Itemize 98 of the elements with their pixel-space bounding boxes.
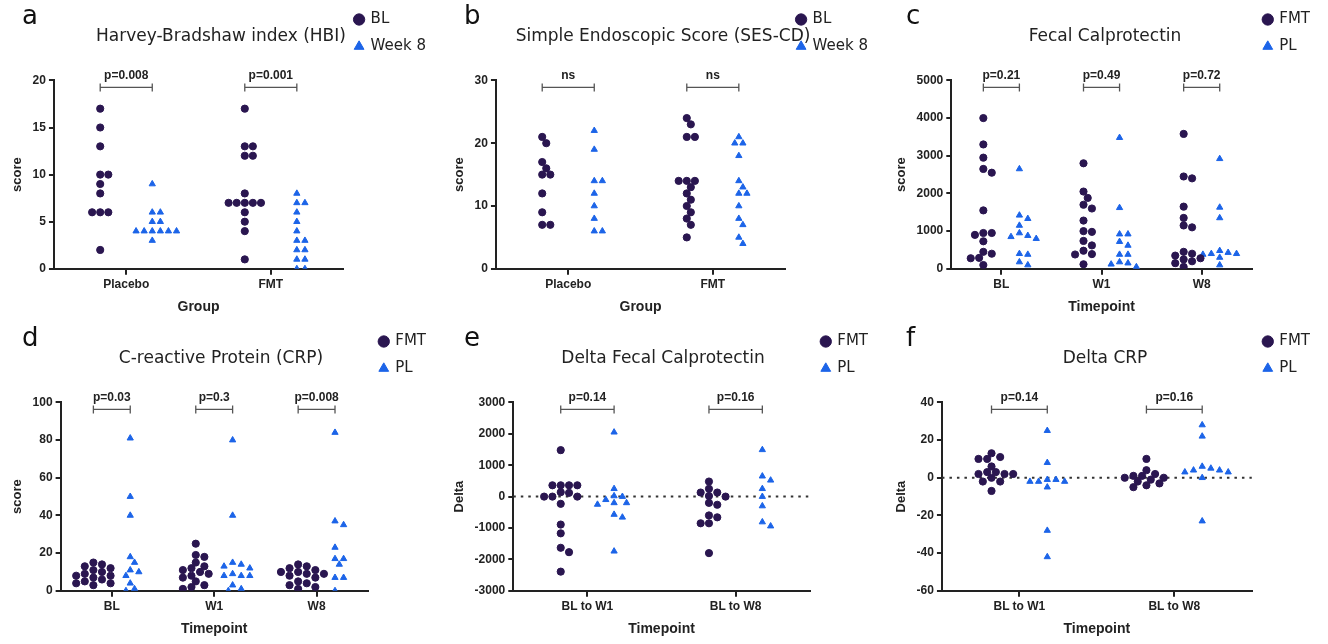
legend-label: FMT: [395, 331, 427, 350]
legend-label: BL: [370, 9, 390, 28]
x-tick-label: Placebo: [545, 277, 592, 292]
y-tick-label: 60: [39, 470, 53, 485]
y-tick-label: 40: [920, 394, 935, 409]
y-tick-label: 0: [936, 261, 944, 276]
y-axis-title: score: [451, 157, 467, 192]
legend-label: FMT: [837, 331, 869, 350]
annotation: p=0.001: [248, 67, 294, 82]
y-tick-label: 10: [474, 198, 489, 213]
x-tick-label: W8: [307, 599, 326, 614]
y-tick-label: -20: [916, 507, 935, 522]
annotation: p=0.72: [1182, 67, 1221, 82]
x-tick-label: FMT: [258, 277, 284, 292]
x-axis-title: Timepoint: [180, 620, 248, 637]
y-axis-title: score: [893, 157, 909, 192]
legend-label: FMT: [1279, 9, 1311, 28]
chart-title: Fecal Calprotectin: [1028, 24, 1182, 45]
y-axis-title: Delta: [451, 479, 467, 513]
legend-label: PL: [837, 358, 856, 377]
y-tick-label: 0: [498, 488, 506, 503]
x-tick-label: BL to W1: [993, 599, 1046, 614]
text: a: [22, 0, 38, 30]
x-axis-title: Timepoint: [628, 620, 696, 637]
legend-label: Week 8: [370, 36, 427, 55]
y-tick-label: 0: [45, 583, 53, 598]
y-tick-label: 40: [39, 507, 53, 522]
text: e: [464, 321, 480, 352]
text: f: [906, 321, 916, 352]
annotation: p=0.3: [198, 389, 231, 404]
x-tick-label: BL: [103, 599, 120, 614]
annotation: p=0.21: [982, 67, 1021, 82]
y-tick-label: -1000: [474, 520, 506, 535]
text: b: [464, 0, 481, 30]
annotation: p=0.16: [716, 389, 755, 404]
x-tick-label: W1: [1092, 277, 1111, 292]
annotation: p=0.14: [1000, 389, 1039, 404]
chart-title: Delta CRP: [1062, 346, 1148, 367]
y-tick-label: 2000: [916, 185, 944, 200]
y-tick-label: -3000: [474, 583, 506, 598]
y-axis-title: score: [9, 479, 25, 514]
y-tick-label: 100: [32, 394, 53, 409]
y-tick-label: -2000: [474, 551, 506, 566]
y-tick-label: 1000: [916, 223, 944, 238]
annotation: ns: [561, 67, 576, 82]
y-tick-label: 5000: [916, 72, 944, 87]
x-tick-label: W8: [1192, 277, 1212, 292]
x-axis-title: Group: [177, 298, 220, 315]
legend-label: PL: [1279, 36, 1298, 55]
chart-title: Harvey-Bradshaw index (HBI): [96, 24, 346, 45]
legend-label: FMT: [1279, 331, 1311, 350]
y-tick-label: -40: [916, 545, 935, 560]
x-axis-title: Timepoint: [1068, 298, 1136, 315]
y-tick-label: 5: [39, 214, 47, 229]
y-tick-label: 0: [39, 261, 47, 276]
annotation: ns: [705, 67, 721, 82]
y-tick-label: 3000: [478, 394, 506, 409]
annotation: p=0.008: [104, 67, 149, 82]
x-tick-label: Placebo: [103, 277, 150, 292]
y-tick-label: 3000: [916, 148, 944, 163]
y-tick-label: 80: [39, 432, 53, 447]
y-tick-label: 20: [920, 432, 935, 447]
y-tick-label: 10: [32, 166, 47, 181]
legend-label: PL: [395, 358, 414, 377]
y-tick-label: 15: [32, 119, 47, 134]
x-axis-title: Timepoint: [1063, 620, 1131, 637]
y-tick-label: 4000: [916, 110, 944, 125]
annotation: p=0.49: [1082, 67, 1121, 82]
x-tick-label: BL to W8: [709, 599, 762, 614]
annotation: p=0.14: [568, 389, 607, 404]
y-tick-label: 0: [927, 470, 935, 485]
chart-title: C-reactive Protein (CRP): [118, 346, 324, 367]
annotation: p=0.03: [92, 389, 131, 404]
y-tick-label: -60: [916, 583, 935, 598]
annotation: p=0.008: [294, 389, 340, 404]
chart-title: Simple Endoscopic Score (SES-CD): [515, 24, 811, 45]
x-tick-label: FMT: [700, 277, 726, 292]
legend-label: BL: [812, 9, 832, 28]
y-tick-label: 0: [481, 261, 489, 276]
y-tick-label: 30: [474, 72, 489, 87]
y-axis-title: score: [9, 157, 25, 192]
y-tick-label: 20: [474, 135, 489, 150]
text: c: [906, 0, 921, 30]
y-tick-label: 20: [32, 72, 47, 87]
annotation: p=0.16: [1155, 389, 1194, 404]
y-axis-title: Delta: [893, 479, 909, 513]
x-tick-label: BL to W8: [1148, 599, 1201, 614]
y-tick-label: 1000: [478, 457, 506, 472]
text: d: [22, 321, 39, 352]
x-tick-label: BL: [993, 277, 1010, 292]
x-tick-label: W1: [205, 599, 224, 614]
x-tick-label: BL to W1: [561, 599, 614, 614]
y-tick-label: 2000: [478, 426, 506, 441]
legend-label: Week 8: [812, 36, 869, 55]
y-tick-label: 20: [39, 545, 53, 560]
chart-title: Delta Fecal Calprotectin: [561, 346, 765, 367]
legend-label: PL: [1279, 358, 1298, 377]
x-axis-title: Group: [619, 298, 662, 315]
